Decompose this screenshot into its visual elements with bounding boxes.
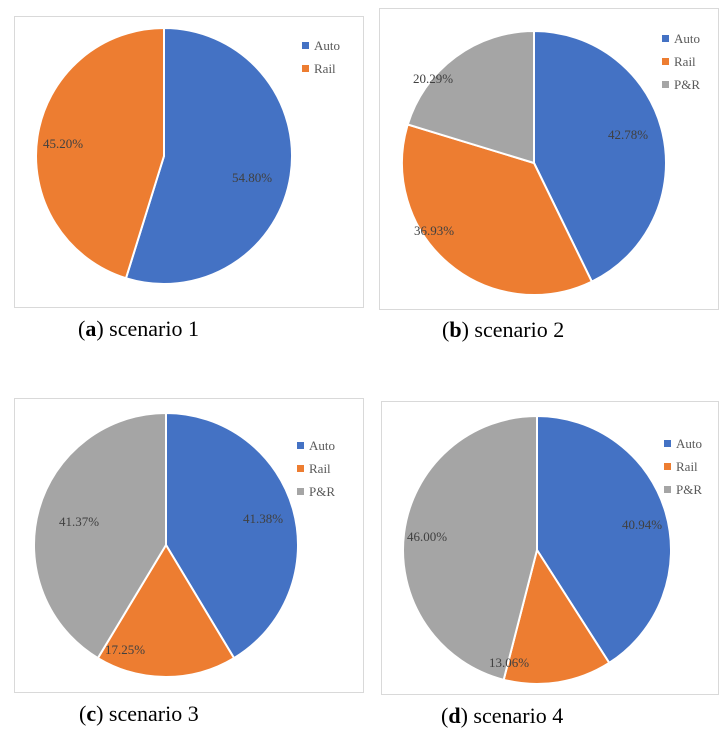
pie-slice-a-rail [35, 26, 165, 280]
pie-slice-d-rail [502, 547, 611, 685]
legend-item-a-auto: Auto [302, 34, 340, 57]
caption-b-letter: b [449, 317, 462, 342]
chart-panel-d: 40.94% 13.06% 46.00% Auto Rail P&R [381, 401, 719, 695]
pie-slice-b-p-r [406, 29, 535, 165]
caption-a-text: scenario 1 [109, 316, 199, 341]
legend-label-b-auto: Auto [674, 30, 700, 46]
legend-d: Auto Rail P&R [664, 432, 702, 501]
caption-c-text: scenario 3 [108, 701, 199, 726]
legend-item-b-p-r: P&R [662, 73, 700, 96]
legend-swatch-b-auto [662, 35, 669, 42]
pie-slice-c-p-r [33, 411, 167, 660]
data-label-c-auto: 41.38% [243, 511, 283, 526]
legend-label-b-rail: Rail [674, 53, 696, 69]
data-label-b-rail: 36.93% [414, 223, 454, 238]
caption-a: (a) scenario 1 [78, 316, 199, 341]
legend-c: Auto Rail P&R [297, 434, 335, 503]
pie-chart-b: 42.78% 36.93% 20.29% [401, 29, 667, 296]
legend-item-d-p-r: P&R [664, 478, 702, 501]
pie-slice-b-auto [533, 29, 667, 283]
legend-label-c-auto: Auto [309, 437, 335, 453]
pie-slice-a-auto [124, 26, 293, 285]
legend-label-d-p-r: P&R [676, 481, 703, 497]
legend-label-a-auto: Auto [314, 37, 340, 53]
legend-item-b-auto: Auto [662, 27, 700, 50]
legend-item-c-rail: Rail [297, 457, 335, 480]
data-label-c-p-r: 41.37% [59, 514, 99, 529]
legend-swatch-a-rail [302, 65, 309, 72]
legend-item-b-rail: Rail [662, 50, 700, 73]
legend-label-a-rail: Rail [314, 60, 336, 76]
legend-label-d-auto: Auto [676, 435, 702, 451]
legend-swatch-c-auto [297, 442, 304, 449]
legend-item-a-rail: Rail [302, 57, 340, 80]
legend-swatch-b-p-r [662, 81, 669, 88]
pie-chart-d: 40.94% 13.06% 46.00% [402, 414, 673, 685]
legend-swatch-c-rail [297, 465, 304, 472]
data-label-d-auto: 40.94% [622, 517, 662, 532]
legend-item-d-rail: Rail [664, 455, 702, 478]
legend-swatch-d-p-r [664, 486, 671, 493]
legend-item-d-auto: Auto [664, 432, 702, 455]
legend-swatch-d-rail [664, 463, 671, 470]
caption-b-text: scenario 2 [474, 317, 565, 342]
legend-label-c-p-r: P&R [309, 483, 336, 499]
data-label-a-rail: 45.20% [43, 136, 83, 151]
legend-swatch-b-rail [662, 58, 669, 65]
data-label-b-auto: 42.78% [608, 127, 648, 142]
legend-swatch-d-auto [664, 440, 671, 447]
legend-swatch-c-p-r [297, 488, 304, 495]
data-label-d-rail: 13.06% [489, 655, 529, 670]
pie-slice-b-rail [401, 123, 594, 296]
caption-a-letter: a [85, 316, 97, 341]
pie-chart-c: 41.38% 17.25% 41.37% [33, 411, 299, 678]
data-label-b-p-r: 20.29% [413, 71, 453, 86]
legend-label-c-rail: Rail [309, 460, 331, 476]
caption-d-text: scenario 4 [473, 703, 564, 728]
data-label-c-rail: 17.25% [105, 642, 145, 657]
pie-slice-c-auto [165, 411, 299, 660]
caption-c-letter: c [86, 701, 97, 726]
caption-d-letter: d [448, 703, 461, 728]
legend-label-b-p-r: P&R [674, 76, 701, 92]
legend-swatch-a-auto [302, 42, 309, 49]
caption-b: (b) scenario 2 [442, 317, 565, 342]
pie-slice-c-rail [96, 543, 236, 678]
legend-item-c-auto: Auto [297, 434, 335, 457]
data-label-a-auto: 54.80% [232, 170, 272, 185]
data-label-d-p-r: 46.00% [407, 529, 447, 544]
legend-label-d-rail: Rail [676, 458, 698, 474]
chart-panel-b: 42.78% 36.93% 20.29% Auto Rail P&R [379, 8, 719, 310]
caption-c: (c) scenario 3 [79, 701, 199, 726]
legend-b: Auto Rail P&R [662, 27, 700, 96]
chart-panel-c: 41.38% 17.25% 41.37% Auto Rail P&R [14, 398, 364, 693]
caption-d: (d) scenario 4 [441, 703, 564, 728]
chart-panel-a: 54.80% 45.20% Auto Rail [14, 16, 364, 308]
pie-slice-d-p-r [402, 414, 538, 682]
pie-chart-a: 54.80% 45.20% [35, 26, 293, 285]
legend-a: Auto Rail [302, 34, 340, 80]
legend-item-c-p-r: P&R [297, 480, 335, 503]
